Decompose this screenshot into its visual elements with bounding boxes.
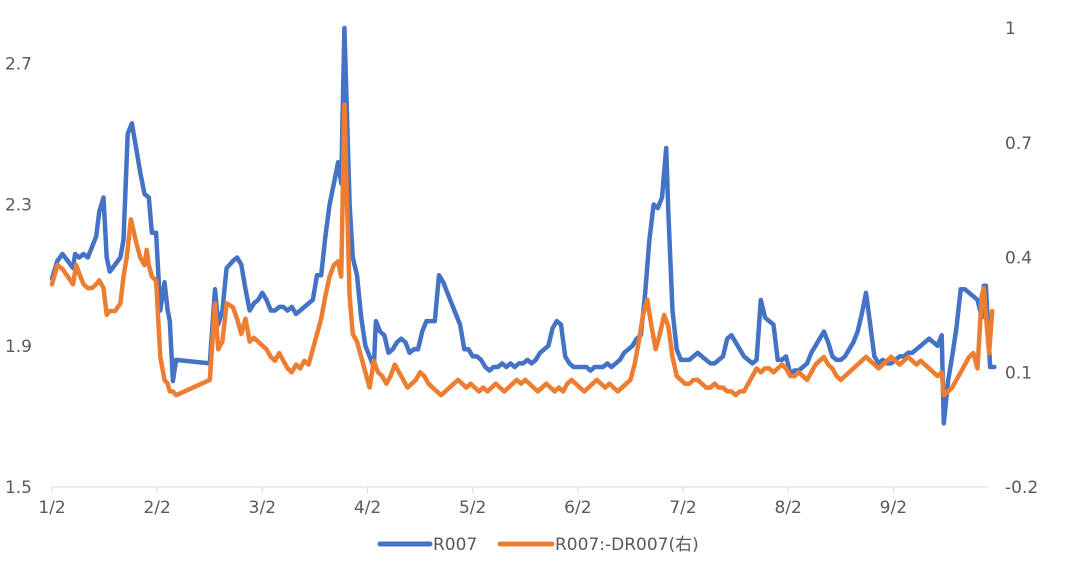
- series-line-r007: [49, 25, 997, 426]
- x-tick-label: 2/2: [143, 498, 170, 518]
- y-right-tick-label: 0.1: [1005, 363, 1032, 383]
- y-left-tick-label: 1.9: [5, 337, 32, 357]
- y-right-tick-label: 0.4: [1005, 249, 1032, 269]
- y-left-tick-label: 2.7: [5, 54, 32, 74]
- legend: R007 R007:-DR007(右): [377, 535, 699, 555]
- x-tick-label: 6/2: [564, 498, 591, 518]
- series-line-spread: [49, 102, 995, 398]
- x-tick-label: 1/2: [38, 498, 65, 518]
- axes-layer: 1/2 2/2 3/2 4/2 5/2 6/2 7/2 8/2 9/2 1.5 1.9 2.3 2.7 -…: [5, 19, 1038, 518]
- y-left-tick-label: 1.5: [5, 478, 32, 498]
- x-tick-label: 8/2: [775, 498, 802, 518]
- legend-label-r007: R007: [433, 535, 477, 555]
- legend-label-spread: R007:-DR007(右): [555, 535, 699, 555]
- x-tick-label: 5/2: [459, 498, 486, 518]
- series-layer: [49, 25, 997, 426]
- x-tick-label: 3/2: [249, 498, 276, 518]
- y-right-tick-label: 1: [1005, 19, 1016, 39]
- x-tick-label: 9/2: [880, 498, 907, 518]
- y-right-tick-label: 0.7: [1005, 134, 1032, 154]
- y-left-tick-label: 2.3: [5, 196, 32, 216]
- x-tick-label: 4/2: [354, 498, 381, 518]
- y-right-tick-label: -0.2: [1005, 478, 1038, 498]
- x-tick-label: 7/2: [669, 498, 696, 518]
